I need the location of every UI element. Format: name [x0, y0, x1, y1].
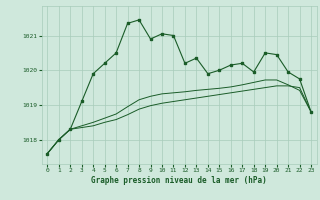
X-axis label: Graphe pression niveau de la mer (hPa): Graphe pression niveau de la mer (hPa) [91, 176, 267, 185]
